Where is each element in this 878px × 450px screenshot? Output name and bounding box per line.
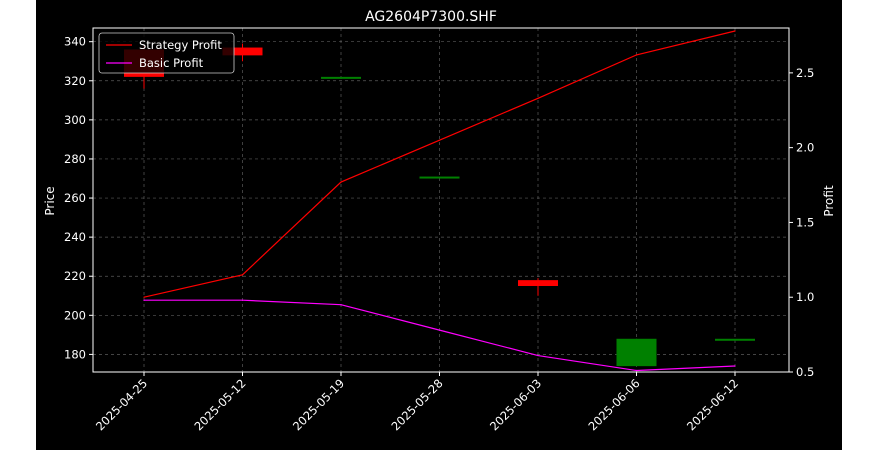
chart-title: AG2604P7300.SHF xyxy=(365,9,497,25)
left-tick-label: 220 xyxy=(64,269,86,283)
profit-lines xyxy=(143,30,736,372)
left-tick-label: 240 xyxy=(64,230,86,244)
candle-body xyxy=(715,338,755,341)
x-axis: 2025-04-25 2025-05-12 2025-05-19 2025-05-28… xyxy=(93,372,741,433)
plot-frame xyxy=(92,27,790,373)
series-point xyxy=(143,299,145,301)
series-point xyxy=(143,296,145,298)
right-tick-label: 1.5 xyxy=(796,215,814,229)
series-point xyxy=(241,274,244,276)
series-point xyxy=(635,369,638,372)
series-point xyxy=(241,299,244,301)
candle-body xyxy=(321,76,361,79)
y-axis-label-right: Profit xyxy=(822,185,836,217)
legend-label: Strategy Profit xyxy=(139,38,222,52)
series-point xyxy=(635,54,638,56)
x-tick-label: 2025-05-12 xyxy=(191,376,248,433)
legend-label: Basic Profit xyxy=(139,56,204,70)
series-point xyxy=(734,365,736,367)
chart-svg: 180 200 220 240 260 280 300 320 340 0.5 1.0 1.5 2.0… xyxy=(43,9,836,433)
left-tick-label: 300 xyxy=(64,113,86,127)
series-point xyxy=(438,139,441,141)
legend-box xyxy=(98,32,235,74)
series-point xyxy=(734,30,736,32)
grid-lines xyxy=(93,28,789,372)
x-tick-label: 2025-05-19 xyxy=(290,376,347,433)
x-tick-label: 2025-04-25 xyxy=(93,376,150,433)
candle-body xyxy=(222,47,263,56)
x-tick-label: 2025-06-03 xyxy=(487,376,544,433)
left-tick-label: 180 xyxy=(64,347,86,361)
series-point xyxy=(537,354,539,357)
series-point xyxy=(340,304,342,306)
series-point xyxy=(438,329,441,331)
left-tick-label: 260 xyxy=(64,191,86,205)
series-point xyxy=(340,181,342,183)
y-axis-label-left: Price xyxy=(43,186,57,215)
left-axis: 180 200 220 240 260 280 300 320 340 xyxy=(64,35,93,361)
left-tick-label: 200 xyxy=(64,308,86,322)
x-tick-label: 2025-05-28 xyxy=(388,376,445,433)
right-tick-label: 2.5 xyxy=(796,66,814,80)
candle-body xyxy=(419,176,460,179)
x-tick-label: 2025-06-06 xyxy=(585,376,642,433)
right-tick-label: 0.5 xyxy=(796,365,814,379)
series-point xyxy=(537,97,539,99)
x-tick-label: 2025-06-12 xyxy=(684,376,741,433)
candle-body xyxy=(616,338,657,367)
left-tick-label: 280 xyxy=(64,152,86,166)
right-axis: 0.5 1.0 1.5 2.0 2.5 xyxy=(789,66,814,379)
chart-figure: 180 200 220 240 260 280 300 320 340 0.5 1.0 1.5 2.0… xyxy=(36,0,842,450)
right-tick-label: 2.0 xyxy=(796,141,814,155)
legend: Strategy Profit Basic Profit xyxy=(98,32,235,74)
right-tick-label: 1.0 xyxy=(796,290,814,304)
left-tick-label: 340 xyxy=(64,35,86,49)
left-tick-label: 320 xyxy=(64,74,86,88)
candle-body xyxy=(518,280,558,286)
